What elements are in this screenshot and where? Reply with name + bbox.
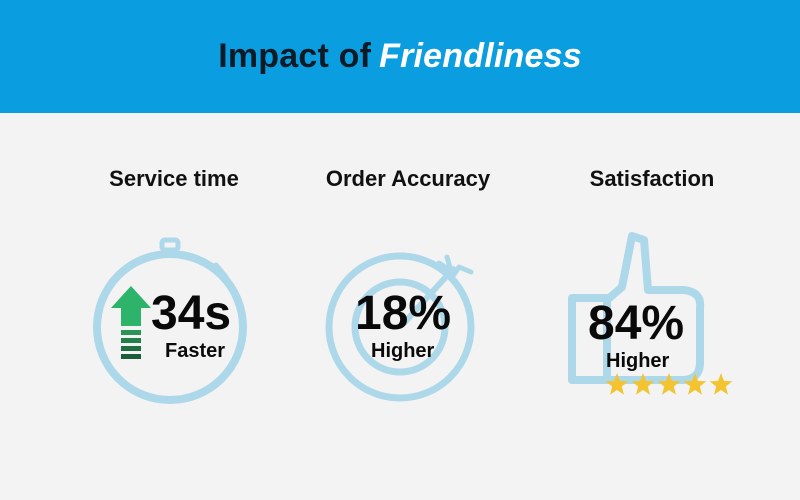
service-time-heading: Service time — [109, 166, 239, 191]
star-icon — [683, 373, 707, 395]
star-icon — [709, 373, 733, 395]
thumbs-up-icon — [568, 232, 705, 384]
satisfaction-value: 84% — [588, 297, 685, 350]
service-time-value: 34s — [151, 287, 232, 340]
title-emphasis: Friendliness — [379, 37, 582, 75]
service-time-caption: Faster — [165, 340, 226, 362]
satisfaction-heading: Satisfaction — [589, 166, 715, 191]
page-title: Impact of Friendliness — [218, 37, 582, 76]
order-accuracy-value: 18% — [355, 287, 452, 340]
satisfaction-caption: Higher — [606, 350, 670, 372]
up-arrow-icon — [111, 286, 151, 359]
star-icon — [605, 373, 629, 395]
star-icon — [657, 373, 681, 395]
star-rating — [605, 373, 733, 395]
star-icon — [631, 373, 655, 395]
stopwatch-icon — [93, 237, 247, 404]
target-icon — [325, 252, 475, 402]
order-accuracy-heading: Order Accuracy — [325, 166, 491, 191]
order-accuracy-caption: Higher — [371, 340, 435, 362]
header-banner: Impact of Friendliness — [0, 0, 800, 113]
title-prefix: Impact of — [218, 37, 372, 75]
